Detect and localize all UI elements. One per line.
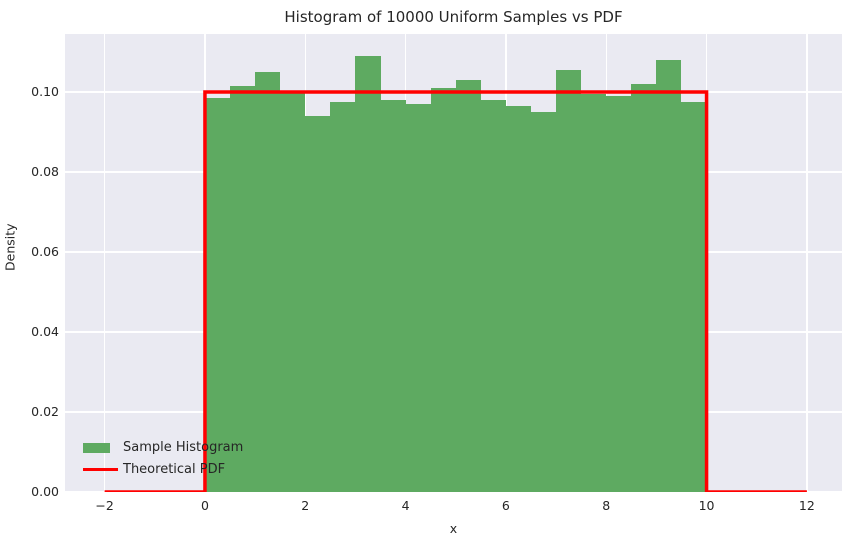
pdf-line-layer: [104, 90, 807, 492]
histogram-bar: [305, 116, 331, 492]
x-tick-label: 2: [301, 498, 310, 513]
histogram-bar: [656, 60, 682, 492]
histogram-bar: [380, 100, 406, 492]
x-axis-label: x: [449, 521, 458, 536]
histogram-bar: [405, 104, 431, 492]
histogram-bar: [606, 96, 632, 492]
x-tick-label: 10: [698, 498, 715, 513]
x-tick-label: 4: [401, 498, 410, 513]
x-tick-label: 6: [501, 498, 510, 513]
gridline: [806, 34, 808, 492]
x-tick-label: 8: [602, 498, 611, 513]
legend: Sample Histogram Theoretical PDF: [81, 437, 243, 480]
legend-label: Theoretical PDF: [123, 461, 226, 477]
histogram-bar: [681, 102, 707, 492]
x-tick-label: −2: [95, 498, 114, 513]
histogram-bar: [530, 112, 557, 492]
x-tick-label: 12: [798, 498, 815, 513]
histogram-bar: [280, 92, 306, 492]
legend-item-theoretical-pdf: Theoretical PDF: [81, 459, 243, 481]
y-tick-label: 0.04: [31, 324, 59, 339]
y-tick-label: 0.06: [31, 244, 59, 259]
y-axis-label: Density: [2, 223, 18, 271]
histogram-bar: [230, 86, 256, 492]
histogram-bar: [455, 80, 481, 492]
histogram-bar: [204, 98, 231, 492]
histogram-bar: [480, 100, 506, 492]
histogram-bar: [255, 72, 281, 492]
theoretical-pdf-line: [104, 90, 807, 492]
x-tick-label: 0: [200, 498, 209, 513]
y-tick-label: 0.08: [31, 164, 59, 179]
gridline: [103, 34, 106, 492]
histogram-bar: [631, 84, 657, 492]
legend-label: Sample Histogram: [123, 440, 244, 456]
histogram-bar: [330, 102, 356, 492]
plot-area: Sample Histogram Theoretical PDF: [65, 34, 842, 492]
histogram-bar: [430, 88, 456, 492]
pdf-line-swatch-icon: [83, 467, 118, 471]
legend-item-sample-histogram: Sample Histogram: [81, 437, 243, 459]
gridline: [404, 34, 407, 492]
histogram-swatch-icon: [83, 442, 110, 453]
histogram-bar: [556, 70, 582, 492]
histogram-bar: [505, 106, 531, 492]
histogram-bar: [355, 56, 381, 492]
histogram-bar: [581, 94, 607, 492]
chart-title: Histogram of 10000 Uniform Samples vs PD…: [284, 8, 623, 26]
y-tick-label: 0.10: [31, 84, 59, 99]
y-tick-label: 0.02: [31, 404, 59, 419]
y-tick-label: 0.00: [31, 484, 59, 499]
